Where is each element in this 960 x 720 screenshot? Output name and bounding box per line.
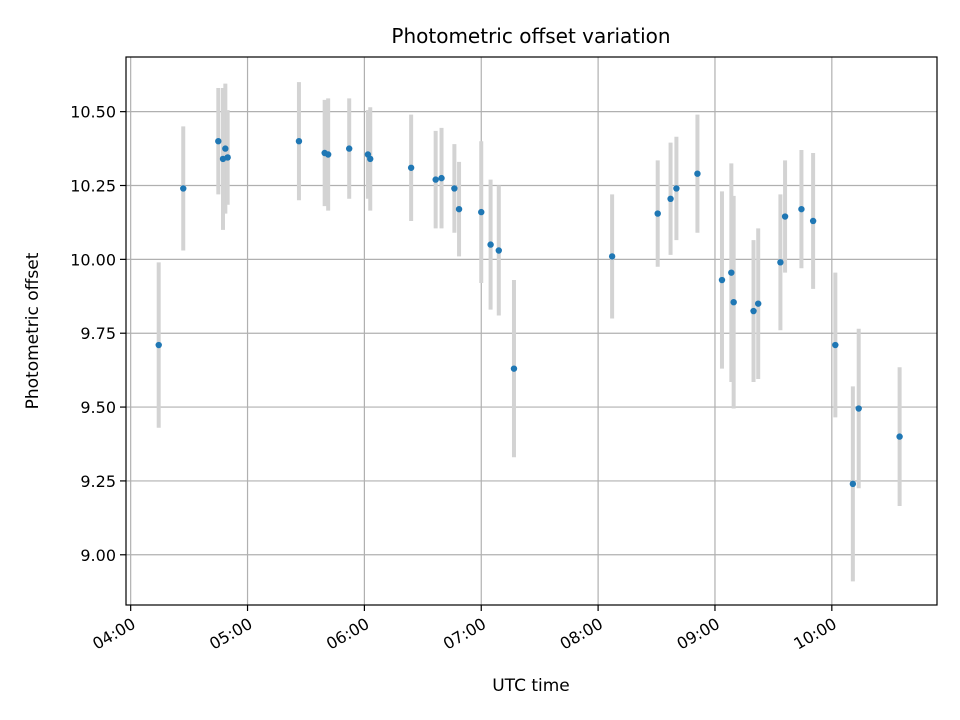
y-tick-label: 9.00 [80, 546, 116, 565]
data-point [487, 241, 494, 248]
data-point [180, 185, 187, 192]
plot-area-frame [125, 56, 938, 606]
data-point [718, 276, 726, 284]
y-tick-label: 9.25 [80, 472, 116, 491]
y-tick-label: 10.25 [70, 177, 116, 196]
data-point [728, 269, 735, 276]
data-point [694, 170, 701, 177]
data-point [777, 259, 784, 266]
chart-title: Photometric offset variation [391, 24, 670, 48]
y-axis-ticks: 9.00 9.25 9.50 9.75 10.00 10.25 10.50 [70, 103, 126, 565]
data-point [495, 247, 502, 254]
data-point [455, 205, 463, 213]
data-point [855, 405, 862, 412]
y-axis-title: Photometric offset [23, 252, 43, 409]
data-point [451, 185, 458, 192]
y-tick-label: 9.50 [80, 398, 116, 417]
data-point [224, 154, 231, 161]
data-point [755, 300, 762, 307]
y-tick-label: 9.75 [80, 324, 116, 343]
data-point [896, 433, 903, 440]
data-point [222, 145, 229, 152]
data-point [832, 341, 839, 349]
data-point [478, 208, 485, 216]
data-point [730, 298, 737, 306]
data-point [407, 164, 415, 171]
data-points [155, 137, 903, 488]
data-point [215, 137, 222, 145]
data-point [510, 365, 518, 372]
data-point [155, 341, 162, 349]
data-point [798, 205, 805, 213]
data-point [346, 145, 353, 152]
data-point [750, 307, 757, 315]
data-point [324, 151, 332, 158]
y-tick-label: 10.00 [70, 250, 116, 269]
data-point [438, 174, 445, 182]
data-point [781, 213, 789, 220]
data-point [849, 480, 857, 488]
data-point [295, 137, 303, 145]
data-point [667, 195, 674, 203]
data-point [673, 185, 680, 192]
data-point [608, 253, 616, 260]
x-axis-title: UTC time [492, 676, 570, 696]
data-point [432, 176, 439, 183]
data-point [809, 217, 817, 225]
data-point [367, 155, 374, 163]
data-point [654, 210, 661, 217]
y-tick-label: 10.50 [70, 103, 116, 122]
